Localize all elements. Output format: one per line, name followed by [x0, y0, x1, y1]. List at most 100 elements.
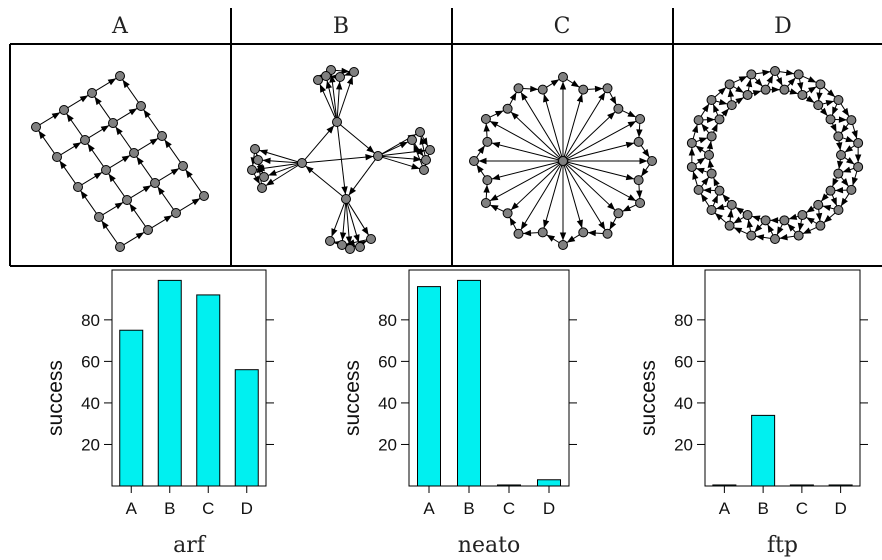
graph-node	[325, 236, 335, 246]
arrowhead	[622, 205, 632, 212]
arrowhead	[66, 113, 74, 123]
graph-node	[578, 227, 589, 238]
arrowhead	[185, 169, 193, 179]
arrowhead	[142, 185, 152, 193]
graph-node	[115, 242, 125, 252]
arrowhead	[101, 220, 109, 230]
arrowhead	[191, 198, 201, 206]
y-tick-label: 60	[81, 352, 100, 371]
arrowhead	[787, 77, 796, 86]
x-tick-label: C	[202, 499, 214, 518]
arrowhead	[816, 92, 823, 101]
graph-edge	[510, 111, 561, 159]
arrowhead	[832, 106, 839, 116]
arrowhead	[72, 142, 82, 150]
arrowhead	[841, 124, 849, 133]
arrowhead	[735, 97, 744, 105]
arrowhead	[253, 175, 260, 185]
arrowhead	[530, 85, 539, 93]
x-tick-label: B	[757, 499, 768, 518]
arrowhead	[353, 234, 360, 243]
bar-d	[234, 369, 259, 487]
graph-panels: A B C D	[9, 8, 882, 267]
arrowhead	[842, 166, 852, 173]
arrowhead	[841, 107, 849, 117]
panel-header-b: B	[333, 14, 349, 39]
graph-node	[129, 148, 139, 158]
graph-drawing-c	[469, 72, 657, 250]
graph-node	[199, 191, 209, 201]
arrowhead	[627, 110, 637, 118]
arrowhead	[688, 147, 696, 156]
arrowhead	[826, 89, 836, 98]
arrowhead	[696, 157, 706, 165]
arrowhead	[797, 82, 804, 91]
arrowhead	[491, 173, 501, 181]
arrowhead	[627, 194, 637, 201]
arrowhead	[489, 121, 499, 128]
arrowhead	[711, 123, 718, 133]
arrowhead	[543, 219, 550, 229]
arrowhead	[838, 116, 847, 123]
graph-node	[706, 94, 717, 105]
arrowhead	[830, 197, 837, 206]
arrowhead	[607, 111, 616, 120]
chart-title: ftp	[767, 533, 798, 558]
arrowhead	[714, 212, 724, 221]
graph-node	[425, 145, 435, 155]
graph-node	[469, 156, 479, 166]
arrowhead	[100, 125, 110, 133]
x-tick-label: D	[834, 499, 846, 518]
arrowhead	[93, 172, 103, 180]
graph-node	[345, 244, 355, 254]
arrowhead	[163, 215, 173, 223]
arrowhead	[325, 80, 333, 89]
arrowhead	[268, 169, 277, 176]
graph-node	[693, 184, 704, 195]
graph-node	[313, 75, 323, 85]
panel-header-d: D	[774, 14, 792, 39]
graph-node	[813, 199, 824, 210]
y-tick-label: 80	[81, 311, 100, 330]
graph-node	[770, 234, 780, 244]
x-tick-label: B	[164, 499, 175, 518]
graph-node	[419, 165, 429, 175]
arrowhead	[832, 177, 839, 187]
graph-node	[136, 101, 146, 111]
arrowhead	[59, 160, 67, 170]
graph-node	[726, 100, 737, 111]
y-axis-label: success	[341, 360, 364, 436]
arrowhead	[806, 205, 815, 213]
y-tick-label: 60	[378, 352, 397, 371]
arrowhead	[543, 93, 550, 103]
graph-node	[815, 79, 826, 90]
arrowhead	[767, 224, 775, 233]
arrowhead	[319, 84, 327, 93]
graph-node	[647, 156, 657, 166]
graph-node	[793, 69, 804, 80]
arrowhead	[114, 202, 124, 210]
arrowhead	[727, 209, 734, 218]
graph-node	[846, 184, 857, 195]
arrowhead	[416, 147, 424, 157]
arrowhead	[135, 232, 145, 240]
y-tick-label: 20	[378, 435, 397, 454]
arrowhead	[703, 187, 712, 194]
arrowhead	[851, 130, 858, 139]
graph-node	[706, 131, 717, 142]
arrowhead	[752, 90, 762, 97]
graph-node	[833, 131, 844, 142]
arrowhead	[399, 141, 408, 149]
graph-node	[833, 205, 844, 216]
arrowhead	[107, 78, 117, 86]
bar-a	[712, 484, 737, 487]
arrowhead	[706, 116, 715, 123]
graph-node	[602, 83, 613, 94]
arrowhead	[413, 155, 422, 163]
graph-node	[171, 208, 181, 218]
plot-frame	[704, 269, 861, 487]
arrowhead	[825, 99, 835, 107]
graph-edge	[567, 161, 635, 180]
graph-node	[537, 84, 548, 95]
